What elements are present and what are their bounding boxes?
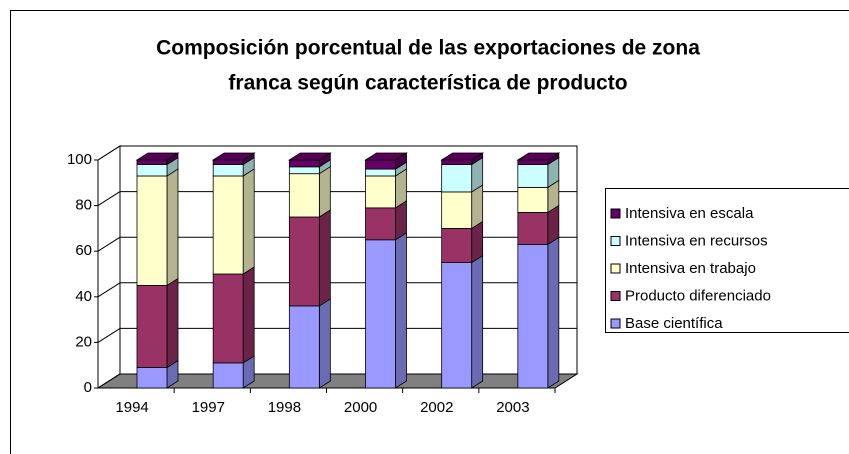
grid-line — [97, 191, 121, 207]
bar — [441, 191, 473, 229]
bar-top — [516, 152, 561, 161]
x-tick-label: 1994 — [115, 399, 148, 416]
bar — [441, 164, 473, 193]
bar-side — [242, 266, 255, 364]
bar — [365, 168, 396, 177]
bar — [441, 159, 473, 165]
bar — [212, 362, 244, 389]
bar — [288, 305, 320, 389]
bar — [517, 159, 549, 165]
bar — [365, 207, 396, 241]
bar — [365, 175, 396, 209]
legend-swatch — [610, 208, 621, 219]
bar-side — [318, 209, 331, 307]
bar-top — [440, 152, 485, 161]
grid-line — [97, 145, 121, 161]
bar — [517, 243, 549, 389]
chart-title: Composición porcentual de las exportacio… — [156, 37, 700, 60]
bar-side — [166, 168, 179, 287]
bar-top — [364, 152, 408, 161]
bar — [212, 175, 244, 275]
side-wall — [97, 145, 121, 389]
y-tick-label: 0 — [84, 379, 92, 396]
grid-line — [97, 327, 121, 343]
legend-label: Base científica — [625, 315, 723, 332]
y-tick-label: 80 — [75, 197, 92, 214]
bar — [365, 159, 396, 170]
bar — [212, 273, 244, 364]
bar — [136, 175, 168, 286]
bar — [136, 159, 168, 165]
bar-side — [471, 254, 484, 389]
legend-swatch — [610, 291, 621, 301]
y-tick-label: 20 — [75, 333, 92, 350]
grid-line — [97, 282, 121, 298]
y-tick-label: 100 — [67, 151, 92, 168]
bar-side — [471, 184, 484, 230]
bar-top — [211, 152, 256, 161]
legend-label: Producto diferenciado — [625, 287, 771, 304]
bar — [517, 164, 549, 188]
bar — [517, 186, 549, 213]
bar — [136, 164, 168, 177]
bar — [517, 212, 549, 245]
bar-top — [135, 152, 180, 161]
x-tick-label: 2002 — [420, 399, 453, 416]
bar — [441, 227, 473, 263]
bar — [288, 159, 320, 168]
x-tick-label: 2003 — [496, 399, 529, 416]
bar-side — [547, 236, 560, 389]
chart-title: franca según característica de producto — [228, 72, 627, 95]
y-tick-label: 40 — [75, 288, 92, 305]
bar — [212, 164, 244, 177]
bar — [288, 166, 320, 175]
bar — [136, 367, 168, 389]
grid-line — [97, 373, 121, 389]
legend-swatch — [610, 236, 621, 246]
bar-side — [395, 232, 407, 389]
bar-side — [318, 298, 331, 389]
y-tick-label: 60 — [75, 242, 92, 259]
bar — [441, 262, 473, 389]
bar — [365, 239, 396, 389]
bar — [288, 173, 320, 218]
bar-side — [166, 277, 179, 369]
back-wall — [119, 145, 578, 375]
bar — [136, 284, 168, 368]
x-tick-label: 1998 — [268, 399, 301, 416]
legend-label: Intensiva en escala — [625, 205, 754, 222]
legend-label: Intensiva en trabajo — [625, 260, 756, 277]
bar-top — [287, 152, 332, 161]
bar-side — [318, 165, 331, 218]
x-tick-label: 1997 — [192, 399, 225, 416]
bar — [288, 216, 320, 307]
legend-box — [605, 188, 849, 333]
legend-swatch — [610, 263, 621, 274]
legend-label: Intensiva en recursos — [625, 232, 768, 249]
x-tick-label: 2000 — [344, 399, 377, 416]
grid-line — [97, 236, 121, 252]
legend-swatch — [610, 318, 621, 329]
bar-side — [242, 168, 255, 275]
bar — [212, 159, 244, 165]
